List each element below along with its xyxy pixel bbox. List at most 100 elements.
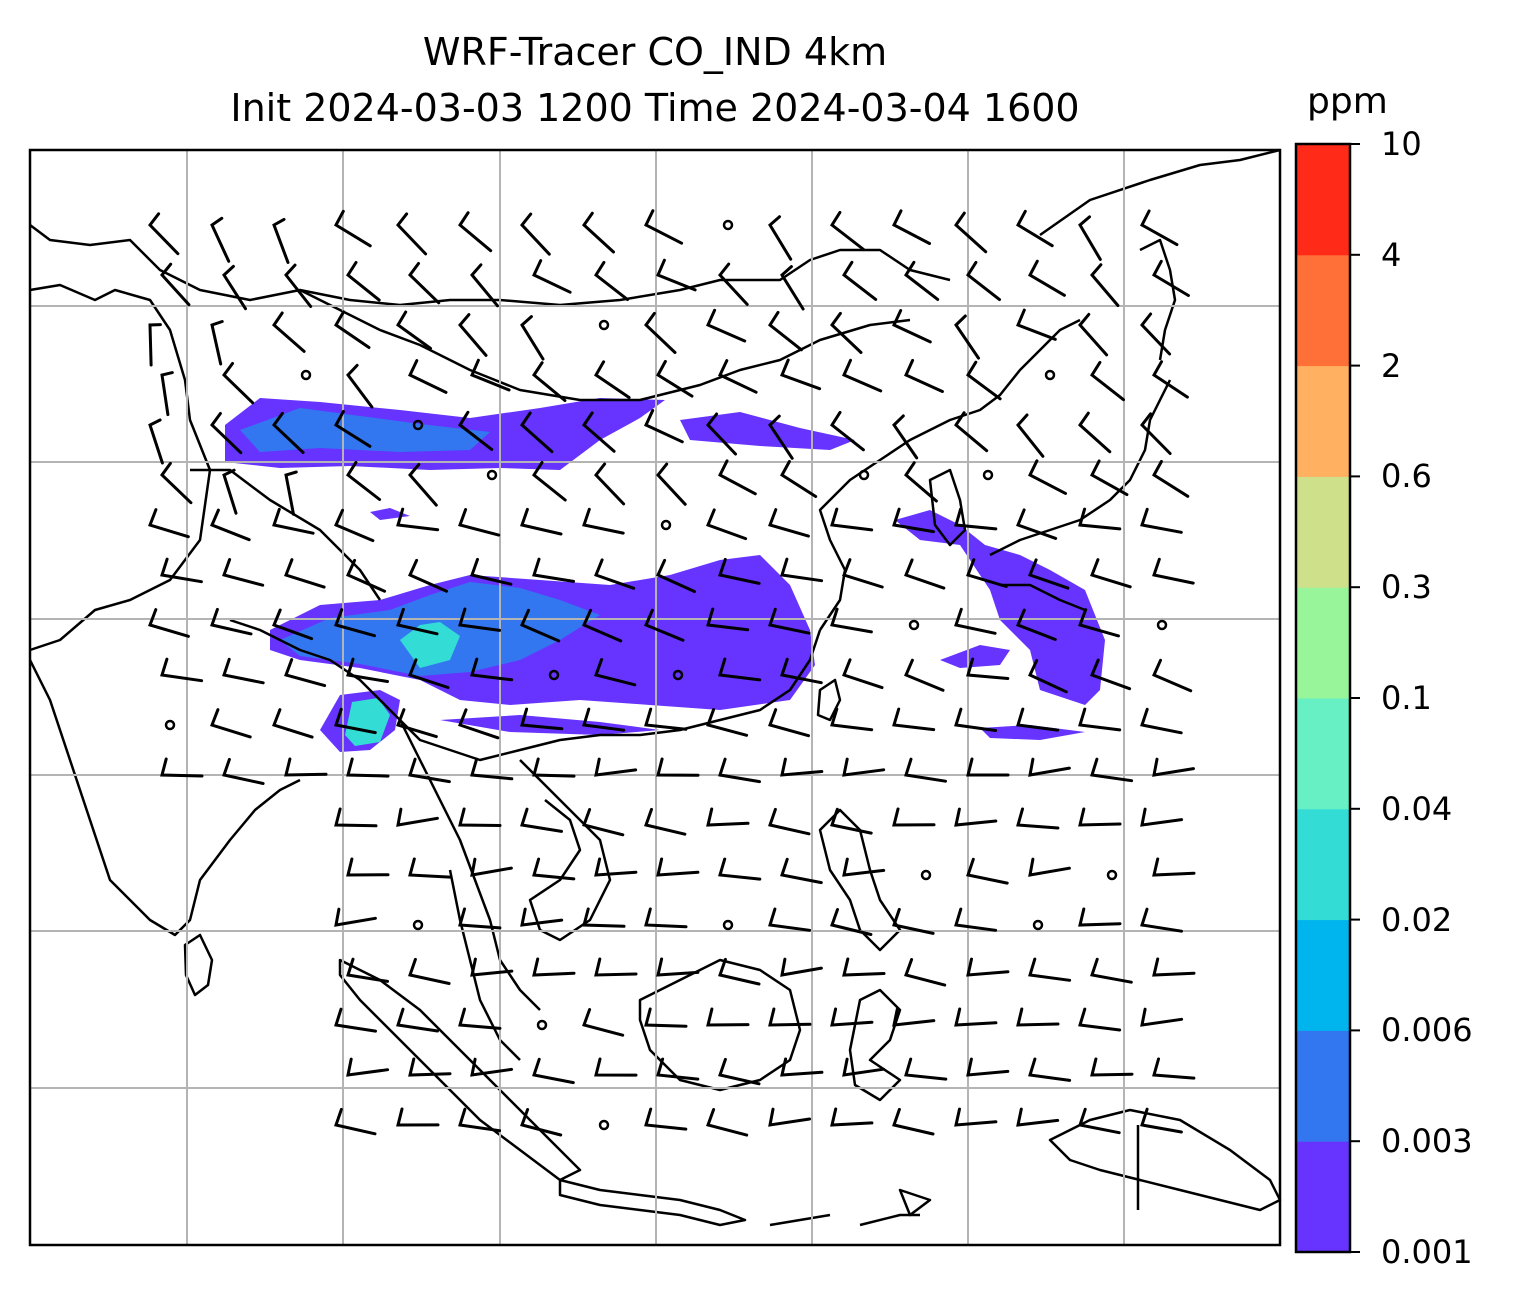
wind-barb <box>532 757 576 778</box>
wind-barb <box>780 557 824 583</box>
wind-barb <box>408 857 452 879</box>
wind-barb <box>334 410 372 448</box>
wind-barb <box>160 262 191 307</box>
wind-barb <box>954 907 998 932</box>
plume-east-china <box>895 510 1105 705</box>
wind-barb <box>780 857 823 885</box>
wind-barb <box>656 258 697 292</box>
colorbar-segment <box>1296 144 1350 256</box>
colorbar-unit: ppm <box>1307 81 1388 122</box>
colorbar-tick-label: 0.6 <box>1381 457 1432 496</box>
wind-barb <box>1140 1107 1183 1134</box>
colorbar-segment <box>1296 1030 1350 1142</box>
colorbar-tick-label: 0.3 <box>1381 568 1432 607</box>
border-mongolia <box>299 288 911 402</box>
wind-barb <box>334 608 376 638</box>
wind-barb <box>334 1007 377 1033</box>
wind-barb <box>470 657 514 682</box>
wind-barb <box>966 757 1010 777</box>
wind-barb <box>210 320 224 366</box>
wind-barb <box>160 657 204 683</box>
wind-barb <box>334 508 375 543</box>
wind-barb <box>594 558 636 590</box>
wind-barb <box>458 313 488 357</box>
wind-barb <box>1016 807 1060 830</box>
wind-barb <box>768 414 794 460</box>
colorbar <box>1294 142 1360 1254</box>
wind-barb <box>644 1107 688 1131</box>
wind-barb <box>272 608 314 641</box>
wind-barb <box>966 1057 1010 1077</box>
wind-barb <box>1140 707 1183 735</box>
colorbar-tick-label: 0.04 <box>1381 789 1453 828</box>
wind-barb <box>1078 807 1122 827</box>
colorbar-tick-label: 10 <box>1381 125 1422 163</box>
wind-barb <box>470 358 511 392</box>
wind-barb <box>966 857 1009 885</box>
wind-barb <box>346 857 390 877</box>
wind-barb <box>1016 1007 1060 1027</box>
wind-barb <box>904 757 947 783</box>
calm-wind-marker <box>548 669 560 681</box>
wind-barb <box>966 558 1008 588</box>
wind-barb <box>706 708 749 737</box>
wind-barb <box>830 908 873 936</box>
wind-barb <box>520 907 564 927</box>
wind-barb <box>768 508 810 538</box>
wind-barb <box>396 212 428 256</box>
wind-barb <box>718 1057 761 1086</box>
wind-barb <box>1090 263 1120 307</box>
wind-barb <box>582 707 626 732</box>
wind-barb <box>334 1107 377 1136</box>
wind-barb <box>458 807 502 827</box>
wind-barb <box>594 957 638 977</box>
wind-barb <box>532 557 575 583</box>
colorbar-tick-label: 0.006 <box>1381 1011 1473 1050</box>
wind-barb <box>644 209 684 245</box>
wind-barb <box>1016 508 1058 540</box>
wind-barb <box>532 361 567 402</box>
wind-barb <box>458 607 502 632</box>
wind-barb <box>644 707 688 731</box>
wind-barb <box>706 308 747 343</box>
colorbar-segment <box>1296 587 1350 699</box>
wind-barb <box>656 957 700 977</box>
wind-barb <box>160 371 174 417</box>
calm-wind-marker <box>660 519 672 531</box>
coastline-sulawesi <box>848 988 902 1102</box>
coastline-new-guinea <box>1048 1108 1282 1212</box>
wind-barb <box>768 807 811 836</box>
wind-barb <box>222 558 265 587</box>
coastline-india-west <box>28 659 301 937</box>
colorbar-segment <box>1296 254 1350 367</box>
wind-barb <box>1152 259 1190 297</box>
wind-barb <box>842 957 886 977</box>
wind-barb <box>458 508 501 537</box>
wind-barb <box>222 362 255 405</box>
wind-barb <box>520 1108 563 1137</box>
wind-barb <box>210 216 231 263</box>
calm-wind-marker <box>300 369 312 381</box>
wind-barb <box>284 658 327 688</box>
wind-barb <box>644 409 684 444</box>
wind-barb <box>148 212 180 256</box>
colorbar-tick-label: 2 <box>1381 346 1402 385</box>
wind-barb <box>334 907 377 927</box>
wind-barb <box>644 807 687 836</box>
wind-barb <box>1078 312 1109 357</box>
wind-barb <box>644 907 688 929</box>
calm-wind-marker <box>1044 369 1056 381</box>
wind-barb <box>1140 209 1179 247</box>
wind-barb <box>706 807 750 827</box>
wind-barb <box>582 907 626 928</box>
wind-barb <box>1078 907 1122 927</box>
wind-barb <box>966 957 1010 977</box>
wind-barb <box>458 1007 502 1030</box>
wind-barb <box>892 414 919 460</box>
colorbar-segment <box>1296 1141 1350 1253</box>
wind-barb <box>594 658 637 687</box>
calm-wind-marker <box>486 469 498 481</box>
wind-barb <box>272 708 314 739</box>
wind-barb <box>346 1057 390 1077</box>
